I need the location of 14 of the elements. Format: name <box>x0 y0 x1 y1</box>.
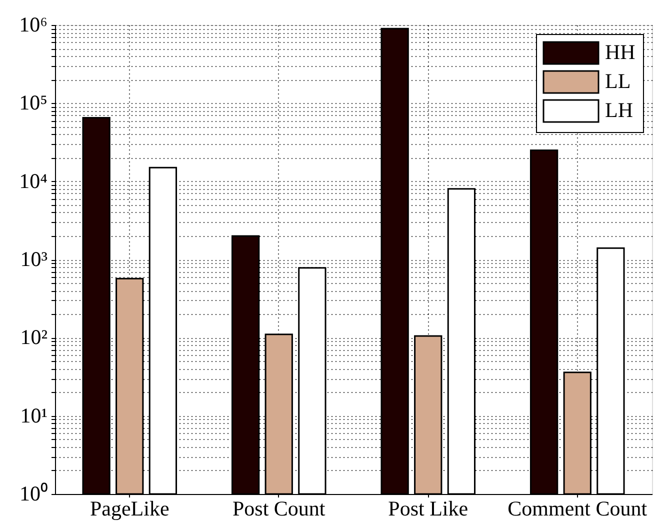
y-tick-label: 10³ <box>20 247 48 271</box>
y-tick-label: 10⁶ <box>19 12 48 36</box>
x-tick-label: PageLike <box>90 496 170 520</box>
y-tick-label: 10⁰ <box>20 482 48 506</box>
legend-label: HH <box>605 40 636 64</box>
y-tick-label: 10⁵ <box>19 90 48 115</box>
legend-label: LH <box>605 98 633 122</box>
x-tick-label: Post Count <box>232 496 326 520</box>
x-tick-label: Post Like <box>388 496 468 520</box>
y-tick-label: 10⁴ <box>19 168 48 193</box>
y-tick-label: 10¹ <box>20 403 48 428</box>
x-tick-label: Comment Count <box>508 496 648 520</box>
legend-label: LL <box>605 69 631 93</box>
y-tick-label: 10² <box>20 325 48 350</box>
